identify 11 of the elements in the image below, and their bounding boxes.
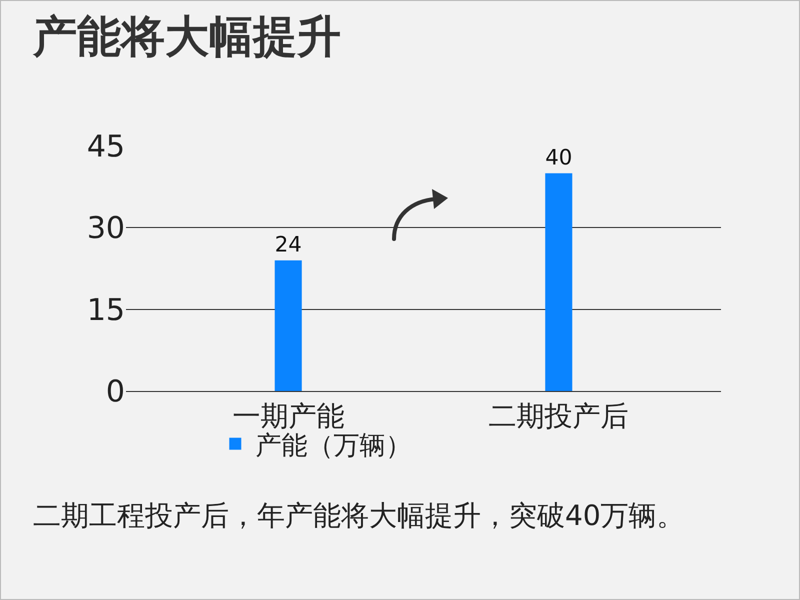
x-tick-label: 一期产能 <box>232 400 344 433</box>
y-tick-label: 30 <box>86 211 125 246</box>
legend-label: 产能（万辆） <box>255 430 412 461</box>
y-tick-label: 15 <box>86 292 125 328</box>
y-tick-label: 0 <box>106 374 125 410</box>
text: 二期工程投产后，年产能将大幅提升，突破40万辆。 <box>33 498 686 534</box>
data-label: 24 <box>274 232 302 258</box>
y-tick-label: 45 <box>86 130 125 164</box>
x-tick-label: 二期投产后 <box>488 400 629 433</box>
chart-title: 产能将大幅提升 <box>32 11 341 62</box>
data-label: 40 <box>545 146 572 171</box>
